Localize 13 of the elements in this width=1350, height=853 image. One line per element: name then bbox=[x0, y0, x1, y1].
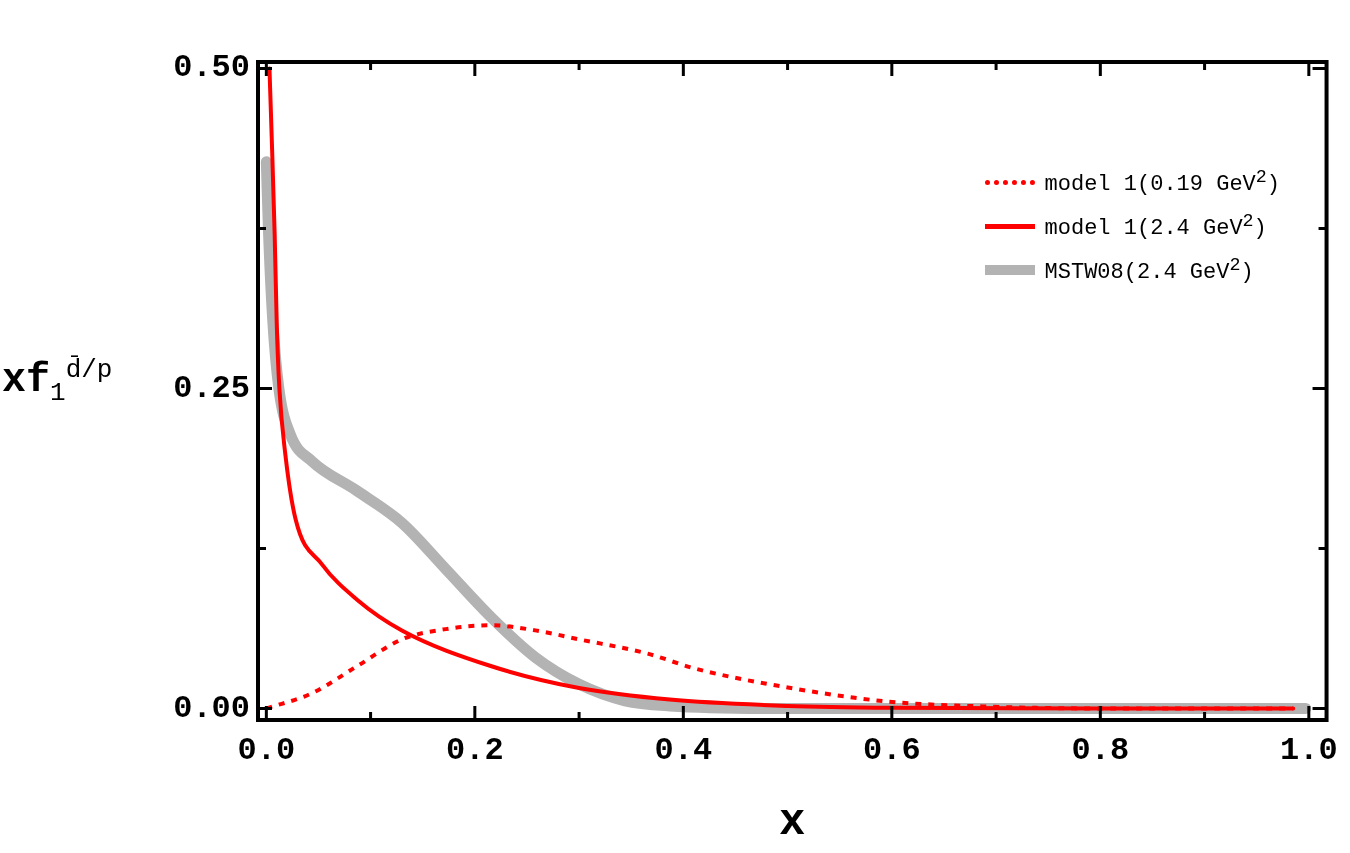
x-tick-label: 1.0 bbox=[1280, 732, 1338, 770]
y-tick-label: 0.00 bbox=[173, 689, 250, 727]
x-tick-label: 0.8 bbox=[1071, 732, 1130, 770]
x-tick-label: 0.6 bbox=[863, 732, 921, 770]
x-tick-label: 0.0 bbox=[237, 732, 296, 770]
legend-label: model 1(0.19 GeV$^{2}$) bbox=[1044, 166, 1280, 198]
y-tick-label: 0.25 bbox=[173, 369, 250, 407]
x-tick-label: 0.2 bbox=[446, 732, 504, 770]
legend-label: model 1(2.4 GeV$^{2}$) bbox=[1044, 210, 1267, 242]
legend-label: MSTW08(2.4 GeV$^{2}$) bbox=[1044, 254, 1254, 286]
x-tick-label: 0.4 bbox=[654, 732, 713, 770]
y-tick-label: 0.50 bbox=[173, 49, 250, 87]
x-axis-title: x bbox=[779, 796, 806, 847]
